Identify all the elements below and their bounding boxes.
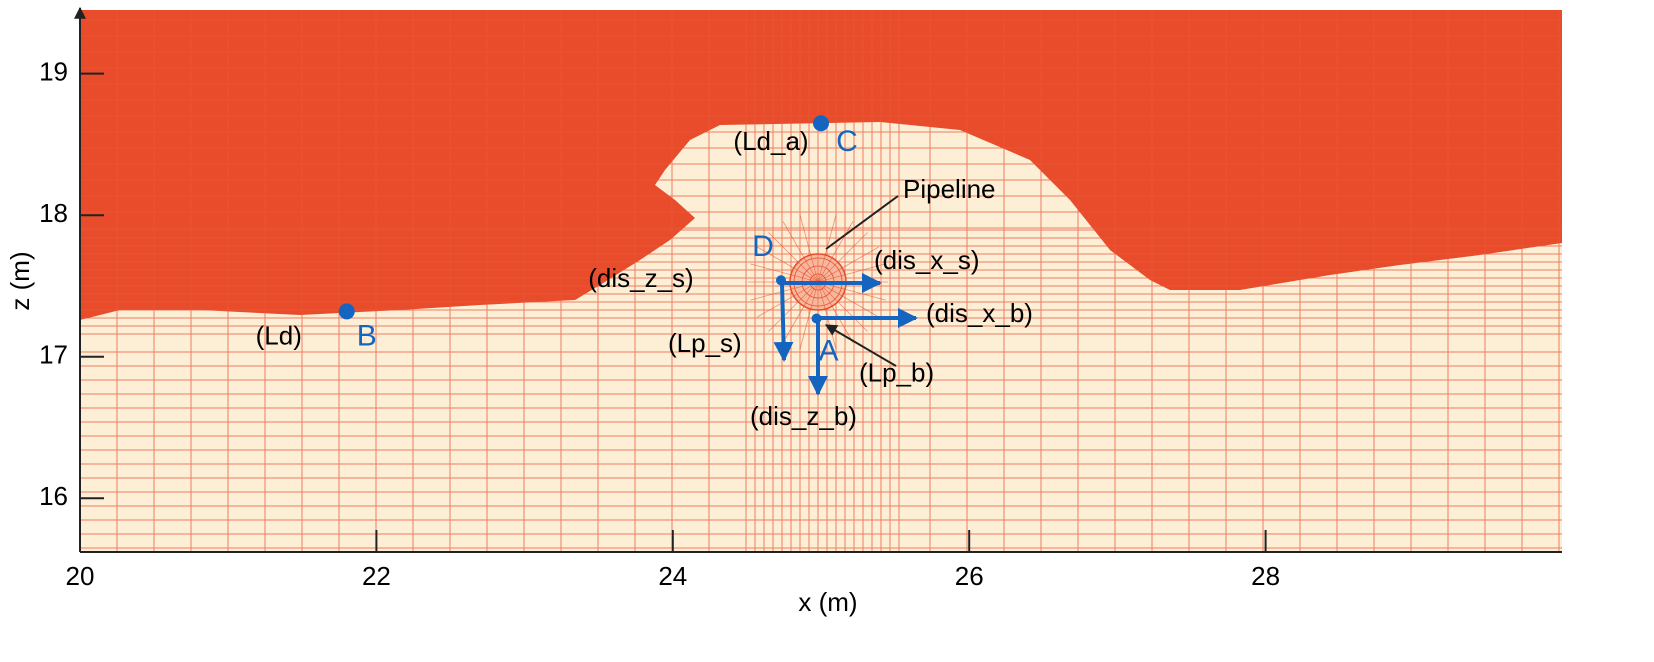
y-tick-label: 19 [39, 57, 68, 87]
annotation: (dis_x_b) [926, 298, 1033, 328]
mesh-line [757, 246, 819, 283]
x-tick-label: 24 [658, 561, 687, 591]
mesh-line [817, 246, 879, 283]
annotation: Pipeline [903, 174, 996, 204]
y-tick-label: 16 [39, 481, 68, 511]
mesh-line [817, 281, 886, 301]
mesh-line [799, 281, 819, 350]
mesh-line [799, 214, 819, 283]
y-axis-label: z (m) [5, 251, 35, 310]
mesh-line [817, 263, 886, 283]
annotation: (dis_x_s) [874, 245, 979, 275]
point-label: C [836, 125, 858, 158]
leader-line [824, 324, 897, 367]
point-label: D [752, 230, 774, 263]
mesh-line [768, 281, 819, 332]
point-label: A [819, 334, 839, 367]
mesh-line [817, 221, 854, 283]
point-note: (Lp_b) [859, 357, 934, 387]
mesh-line [750, 263, 819, 283]
mesh-line [817, 281, 868, 332]
point-note: (Ld) [256, 320, 302, 350]
point [338, 303, 355, 320]
mesh-line [782, 281, 819, 343]
annotation: (dis_z_b) [750, 401, 857, 431]
point-note: (Ld_a) [733, 126, 808, 156]
mesh-line [817, 281, 854, 343]
point-label: B [357, 319, 377, 352]
y-tick-label: 17 [39, 340, 68, 370]
x-tick-label: 26 [955, 561, 984, 591]
point [813, 115, 829, 132]
mesh-line [782, 221, 819, 283]
mesh-line [817, 281, 879, 318]
x-tick-label: 28 [1251, 561, 1280, 591]
x-tick-label: 22 [362, 561, 391, 591]
point [811, 313, 822, 324]
mesh-line [817, 232, 868, 283]
annotation: (Lp_s) [668, 328, 742, 358]
x-tick-label: 20 [66, 561, 95, 591]
x-axis-label: x (m) [798, 587, 857, 617]
leader-line [825, 195, 899, 250]
y-tick-label: 18 [39, 198, 68, 228]
mesh-line [757, 281, 819, 318]
point-note: (dis_z_s) [588, 263, 693, 293]
arrows [773, 273, 918, 396]
mesh [80, 10, 1562, 552]
point [775, 275, 786, 286]
mesh-line [817, 281, 837, 350]
mesh-line [768, 232, 819, 283]
